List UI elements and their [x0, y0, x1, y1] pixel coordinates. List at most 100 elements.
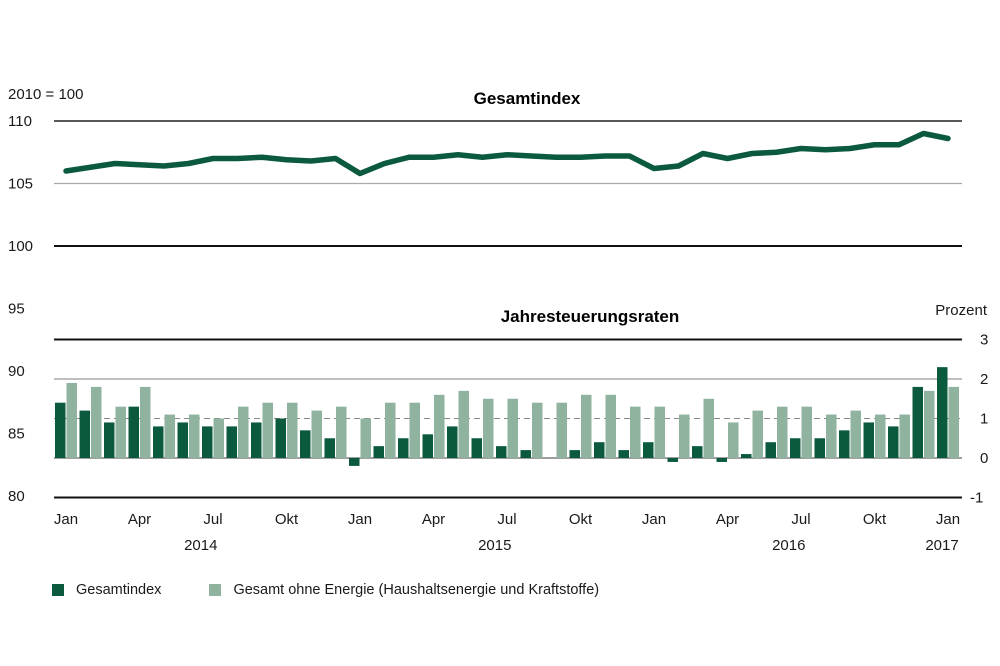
bar-gesamtindex: [447, 426, 458, 458]
bar-ohne-energie: [605, 394, 616, 458]
bar-gesamtindex: [839, 430, 850, 458]
bar-ohne-energie: [262, 402, 273, 458]
bar-ohne-energie: [483, 398, 494, 458]
bar-ohne-energie: [507, 398, 518, 458]
bar-ohne-energie: [115, 406, 126, 458]
bar-gesamtindex: [520, 450, 531, 458]
bar-gesamtindex: [55, 402, 66, 458]
bar-gesamtindex: [496, 446, 507, 458]
bar-gesamtindex: [692, 446, 703, 458]
bar-gesamtindex: [888, 426, 899, 458]
left-y-tick-label: 100: [8, 238, 33, 255]
bar-gesamtindex: [202, 426, 213, 458]
bar-gesamtindex: [153, 426, 164, 458]
left-y-tick-label: 95: [8, 301, 25, 318]
bar-ohne-energie: [850, 410, 861, 458]
year-label: 2016: [772, 537, 805, 554]
bar-ohne-energie: [899, 414, 910, 458]
bar-ohne-energie: [826, 414, 837, 458]
bar-ohne-energie: [654, 406, 665, 458]
legend-item-gesamtindex: Gesamtindex: [52, 582, 161, 598]
right-y-tick-label: 3: [980, 332, 988, 349]
bar-ohne-energie: [336, 406, 347, 458]
left-axis-unit-label: 2010 = 100: [8, 86, 84, 103]
bar-ohne-energie: [728, 422, 739, 458]
bar-gesamtindex: [471, 438, 482, 458]
bar-gesamtindex: [863, 422, 874, 458]
bar-ohne-energie: [164, 414, 175, 458]
bar-ohne-energie: [581, 394, 592, 458]
bar-gesamtindex: [104, 422, 115, 458]
legend-label-ohne-energie: Gesamt ohne Energie (Haushaltsenergie un…: [233, 582, 600, 598]
bar-series: [55, 367, 959, 466]
bar-ohne-energie: [238, 406, 249, 458]
bar-gesamtindex: [177, 422, 188, 458]
bar-gesamtindex: [912, 386, 923, 458]
left-y-tick-label: 80: [8, 488, 25, 505]
bar-gesamtindex: [790, 438, 801, 458]
bar-gesamtindex: [741, 454, 752, 458]
bar-ohne-energie: [409, 402, 420, 458]
x-tick-label: Jan: [54, 511, 78, 528]
bar-gesamtindex: [422, 434, 433, 458]
bar-ohne-energie: [924, 390, 935, 458]
bar-ohne-energie: [91, 386, 102, 458]
left-y-tick-label: 90: [8, 363, 25, 380]
legend-label-gesamtindex: Gesamtindex: [76, 582, 162, 598]
x-tick-label: Okt: [275, 511, 299, 528]
bar-gesamtindex: [324, 438, 335, 458]
bar-ohne-energie: [311, 410, 322, 458]
x-tick-label: Jan: [936, 511, 960, 528]
bar-gesamtindex: [937, 367, 948, 458]
bar-gesamtindex: [251, 422, 262, 458]
bar-ohne-energie: [630, 406, 641, 458]
bar-gesamtindex: [398, 438, 409, 458]
x-tick-label: Jan: [642, 511, 666, 528]
bar-gesamtindex: [128, 406, 139, 458]
bar-ohne-energie: [801, 406, 812, 458]
bar-ohne-energie: [948, 386, 959, 458]
legend-item-ohne-energie: Gesamt ohne Energie (Haushaltsenergie un…: [209, 582, 599, 598]
x-tick-label: Jul: [791, 511, 810, 528]
bar-ohne-energie: [140, 386, 151, 458]
bar-ohne-energie: [532, 402, 543, 458]
bar-gesamtindex: [373, 446, 384, 458]
bar-gesamtindex: [594, 442, 605, 458]
bar-ohne-energie: [360, 418, 371, 458]
bar-gesamtindex: [814, 438, 825, 458]
bar-gesamtindex: [300, 430, 311, 458]
x-tick-label: Jan: [348, 511, 372, 528]
bar-gesamtindex: [79, 410, 90, 458]
bar-ohne-energie: [752, 410, 763, 458]
bar-ohne-energie: [385, 402, 396, 458]
year-label: 2017: [925, 537, 958, 554]
legend-swatch-gesamtindex: [52, 584, 64, 596]
bar-ohne-energie: [189, 414, 200, 458]
x-tick-label: Apr: [422, 511, 445, 528]
x-tick-label: Apr: [716, 511, 739, 528]
bar-ohne-energie: [875, 414, 886, 458]
bar-gesamtindex: [765, 442, 776, 458]
right-y-tick-label: 1: [980, 411, 988, 428]
left-y-tick-label: 85: [8, 426, 25, 443]
bar-gesamtindex: [618, 450, 629, 458]
bar-ohne-energie: [777, 406, 788, 458]
left-y-tick-label: 105: [8, 176, 33, 193]
line-series: [63, 130, 951, 177]
right-axis-unit-label: Prozent: [935, 302, 988, 319]
legend-swatch-ohne-energie: [209, 584, 222, 596]
bar-ohne-energie: [66, 382, 77, 458]
legend: Gesamtindex Gesamt ohne Energie (Haushal…: [52, 582, 647, 598]
bar-ohne-energie: [556, 402, 567, 458]
right-y-tick-label: -1: [970, 490, 983, 507]
x-tick-label: Okt: [863, 511, 887, 528]
x-tick-label: Jul: [497, 511, 516, 528]
bar-ohne-energie: [679, 414, 690, 458]
bar-ohne-energie: [458, 390, 469, 458]
left-y-tick-label: 110: [8, 113, 32, 130]
bar-gesamtindex: [275, 418, 286, 458]
bar-gesamtindex: [569, 450, 580, 458]
bar-gesamtindex: [643, 442, 654, 458]
right-y-tick-label: 0: [980, 450, 988, 467]
